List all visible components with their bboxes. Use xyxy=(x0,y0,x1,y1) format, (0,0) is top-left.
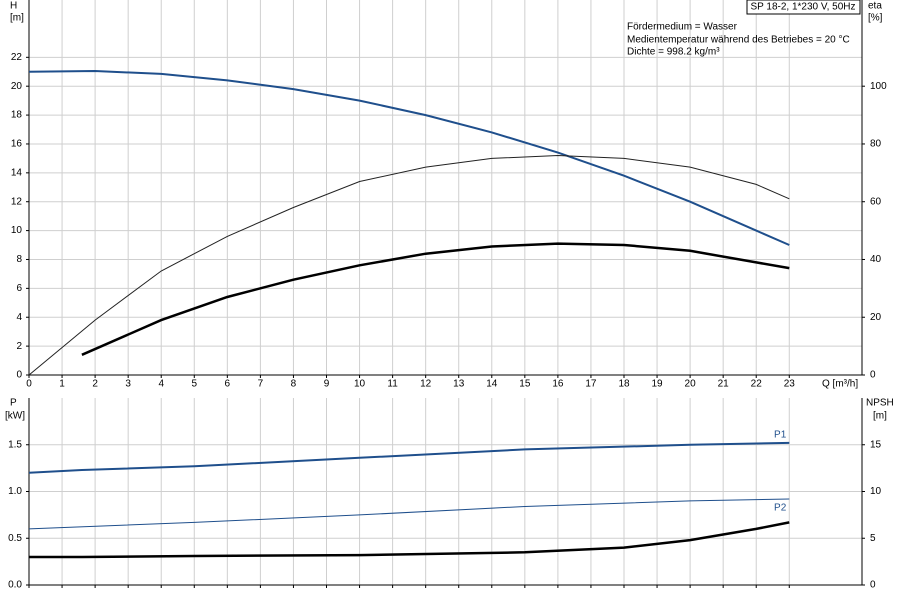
curve xyxy=(81,242,790,356)
y2-tick-label: 15 xyxy=(870,439,882,450)
note: Medientemperatur während des Betriebes =… xyxy=(627,35,850,46)
y-axis-label: P xyxy=(10,398,17,409)
y2-axis-unit: [m] xyxy=(873,411,887,422)
y2-tick-label: 20 xyxy=(870,312,882,323)
x-tick-label: 16 xyxy=(552,379,564,390)
grid xyxy=(28,0,862,586)
x-tick-label: 11 xyxy=(387,379,398,390)
curve xyxy=(28,441,790,474)
x-tick-label: 12 xyxy=(420,379,432,390)
x-tick-label: 7 xyxy=(258,379,264,390)
x-tick-label: 22 xyxy=(751,379,763,390)
x-tick-label: 20 xyxy=(685,379,697,390)
y-tick-label: 20 xyxy=(11,81,23,92)
note: Dichte = 998.2 kg/m³ xyxy=(627,47,720,58)
x-tick-label: 5 xyxy=(191,379,197,390)
y2-tick-label: 0 xyxy=(870,370,876,381)
x-tick-label: 17 xyxy=(585,379,597,390)
y-tick-label: 2 xyxy=(16,341,22,352)
chart-title: SP 18-2, 1*230 V, 50Hz xyxy=(750,2,855,13)
y-axis-unit: [m] xyxy=(10,13,24,24)
y-tick-label: 0.5 xyxy=(8,533,22,544)
x-tick-label: 0 xyxy=(26,379,32,390)
y2-tick-label: 80 xyxy=(870,139,882,150)
y-tick-label: 16 xyxy=(11,139,23,150)
x-tick-label: 8 xyxy=(291,379,297,390)
x-axis-label: Q [m³/h] xyxy=(822,379,858,390)
y2-axis-unit: [%] xyxy=(868,13,883,24)
curve xyxy=(28,69,790,246)
y-tick-label: 12 xyxy=(11,196,23,207)
y2-tick-label: 5 xyxy=(870,533,876,544)
x-tick-label: 23 xyxy=(784,379,796,390)
y-tick-label: 18 xyxy=(11,110,23,121)
curve xyxy=(29,521,790,559)
y-tick-label: 22 xyxy=(11,52,23,63)
y2-tick-label: 0 xyxy=(870,580,876,591)
curve-label: P2 xyxy=(774,503,787,514)
y-tick-label: 1.5 xyxy=(8,439,22,450)
y-tick-label: 8 xyxy=(16,254,22,265)
x-tick-label: 19 xyxy=(651,379,663,390)
y-tick-label: 0.0 xyxy=(8,580,22,591)
y2-tick-label: 40 xyxy=(870,254,882,265)
y-tick-label: 0 xyxy=(16,370,22,381)
x-tick-label: 21 xyxy=(718,379,730,390)
x-tick-label: 6 xyxy=(225,379,231,390)
y-tick-label: 10 xyxy=(11,225,23,236)
y-tick-label: 4 xyxy=(16,312,22,323)
y-axis-unit: [kW] xyxy=(5,411,25,422)
x-tick-label: 13 xyxy=(453,379,465,390)
x-tick-label: 9 xyxy=(324,379,330,390)
x-tick-label: 4 xyxy=(158,379,164,390)
x-tick-label: 3 xyxy=(125,379,131,390)
x-tick-label: 14 xyxy=(486,379,498,390)
x-tick-label: 1 xyxy=(59,379,65,390)
x-tick-label: 10 xyxy=(354,379,366,390)
y2-axis-label: eta xyxy=(868,1,882,12)
x-tick-label: 18 xyxy=(618,379,630,390)
y-tick-label: 14 xyxy=(11,167,23,178)
curve xyxy=(28,498,790,530)
note: Fördermedium = Wasser xyxy=(627,22,738,33)
y2-axis-label: NPSH xyxy=(866,398,894,409)
title-box xyxy=(746,0,861,15)
x-tick-label: 15 xyxy=(519,379,531,390)
y2-tick-label: 100 xyxy=(870,81,887,92)
curve xyxy=(28,154,790,376)
y-axis-label: H xyxy=(10,1,17,12)
y2-tick-label: 10 xyxy=(870,486,882,497)
y2-tick-label: 60 xyxy=(870,196,882,207)
x-tick-label: 2 xyxy=(92,379,98,390)
y-tick-label: 1.0 xyxy=(8,486,22,497)
y-tick-label: 6 xyxy=(16,283,22,294)
curve-label: P1 xyxy=(774,430,787,441)
